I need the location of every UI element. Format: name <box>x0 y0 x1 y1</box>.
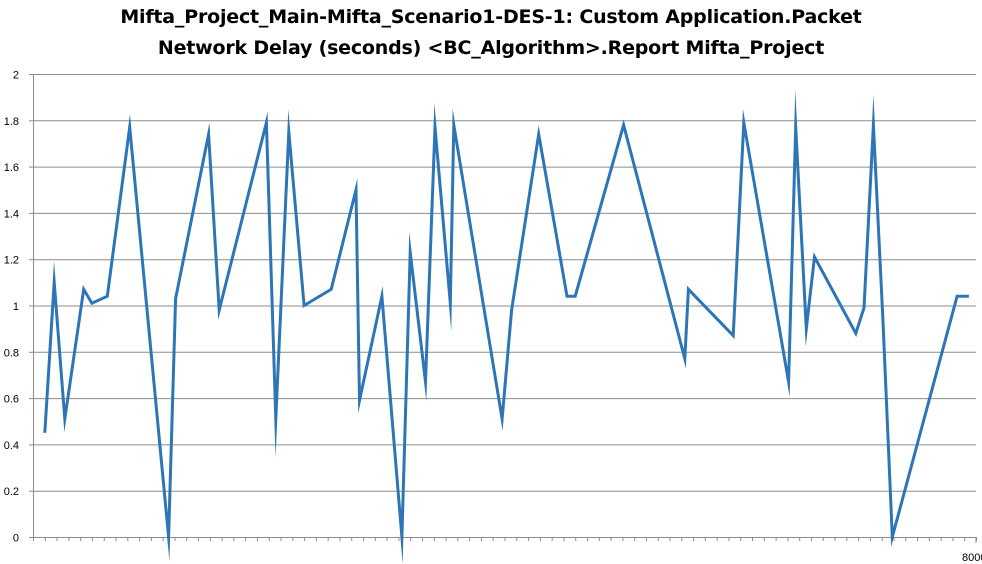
y-tick-label: 0.4 <box>4 440 19 452</box>
y-tick-label: 1 <box>13 301 19 313</box>
y-tick-label: 2 <box>13 70 19 82</box>
y-tick-label: 0.8 <box>4 347 19 359</box>
chart-title-line-2: Network Delay (seconds) <BC_Algorithm>.R… <box>157 37 825 59</box>
y-tick-label: 1.2 <box>4 255 19 267</box>
series-line-0 <box>43 89 969 564</box>
y-tick-label: 0.6 <box>4 394 19 406</box>
y-tick-label: 0.2 <box>4 486 19 498</box>
chart-title: Mifta_Project_Main-Mifta_Scenario1-DES-1… <box>40 2 942 64</box>
y-tick-label: 0 <box>13 533 19 545</box>
y-tick-label: 1.8 <box>4 116 19 128</box>
x-tick-label: 8000 <box>962 552 982 564</box>
y-tick-label: 1.4 <box>4 208 19 220</box>
y-tick-label: 1.6 <box>4 162 19 174</box>
chart-title-line-1: Mifta_Project_Main-Mifta_Scenario1-DES-1… <box>120 6 862 28</box>
